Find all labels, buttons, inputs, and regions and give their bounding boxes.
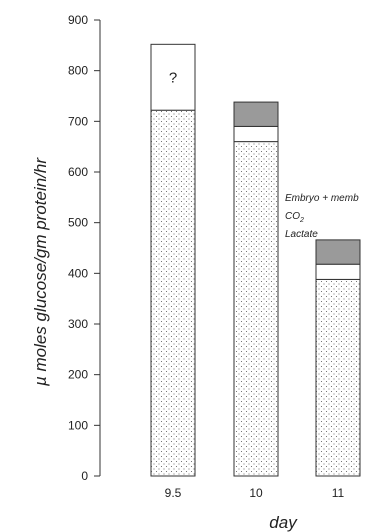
y-tick-label: 700 bbox=[68, 114, 88, 128]
y-axis-label: µ moles glucose/gm protein/hr bbox=[31, 157, 50, 387]
legend-co2-text: CO bbox=[285, 211, 300, 222]
legend: Embryo + memb CO2 Lactate bbox=[285, 193, 359, 240]
legend-entry-lactate: Lactate bbox=[285, 229, 318, 240]
bar-segment-lactate-9-5 bbox=[150, 109, 196, 477]
bar-segment-co2-10 bbox=[233, 125, 279, 143]
y-tick-label: 300 bbox=[68, 317, 88, 331]
y-tick-label: 400 bbox=[68, 266, 88, 280]
y-tick-label: 0 bbox=[81, 469, 88, 483]
y-tick-label: 500 bbox=[68, 216, 88, 230]
bar-segment-lactate-10 bbox=[233, 141, 279, 477]
bar-segment-co2-11 bbox=[315, 263, 361, 280]
y-axis: 0 100 200 300 400 500 600 700 800 900 bbox=[68, 13, 101, 483]
y-tick-label: 900 bbox=[68, 13, 88, 27]
bar-segment-lactate-11 bbox=[315, 278, 361, 477]
x-tick-label: 9.5 bbox=[165, 486, 182, 500]
x-tick-label: 10 bbox=[249, 486, 263, 500]
x-tick-labels: 9.5 10 11 bbox=[165, 486, 345, 500]
bars: ? bbox=[150, 43, 361, 477]
y-tick-label: 100 bbox=[68, 418, 88, 432]
x-tick-label: 11 bbox=[332, 486, 345, 500]
unknown-segment-label: ? bbox=[169, 69, 177, 86]
bar-segment-embryo-memb-10 bbox=[233, 101, 279, 127]
legend-entry-co2: CO2 bbox=[285, 211, 304, 224]
y-tick-label: 200 bbox=[68, 368, 88, 382]
bar-segment-embryo-memb-11 bbox=[315, 239, 361, 265]
bar-segment-unknown-9-5 bbox=[150, 43, 196, 111]
y-tick-label: 600 bbox=[68, 165, 88, 179]
legend-co2-subscript: 2 bbox=[299, 217, 304, 224]
y-tick-label: 800 bbox=[68, 64, 88, 78]
x-axis-label: day bbox=[269, 513, 298, 532]
legend-entry-embryo-memb: Embryo + memb bbox=[285, 193, 359, 204]
